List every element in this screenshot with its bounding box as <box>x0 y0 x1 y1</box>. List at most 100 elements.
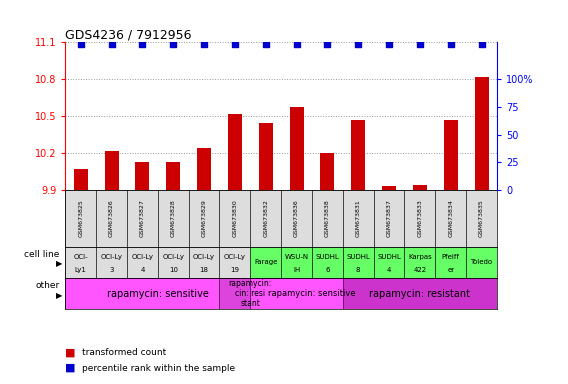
Text: GSM673831: GSM673831 <box>356 199 361 237</box>
Text: OCI-Ly: OCI-Ly <box>162 254 184 260</box>
Text: ▶: ▶ <box>56 291 62 300</box>
Text: OCI-Ly: OCI-Ly <box>224 254 246 260</box>
Bar <box>466 190 497 247</box>
Point <box>477 41 486 47</box>
Bar <box>444 120 458 190</box>
Bar <box>189 190 219 247</box>
Text: GSM673838: GSM673838 <box>325 199 330 237</box>
Text: 6: 6 <box>325 267 329 273</box>
Point <box>76 41 85 47</box>
Text: Karpas: Karpas <box>408 254 432 260</box>
Text: OCI-Ly: OCI-Ly <box>193 254 215 260</box>
Text: OCI-Ly: OCI-Ly <box>101 254 123 260</box>
Point <box>199 41 208 47</box>
Text: Farage: Farage <box>254 259 277 265</box>
Point <box>385 41 394 47</box>
Bar <box>466 247 497 278</box>
Bar <box>65 190 96 247</box>
Bar <box>281 247 312 278</box>
Bar <box>413 185 427 190</box>
Text: 4: 4 <box>140 267 145 273</box>
Text: GSM673828: GSM673828 <box>171 199 176 237</box>
Text: GSM673826: GSM673826 <box>109 199 114 237</box>
Text: 18: 18 <box>199 267 208 273</box>
Text: rapamycin:
cin: resi
stant: rapamycin: cin: resi stant <box>229 279 272 308</box>
Text: GSM673837: GSM673837 <box>387 199 391 237</box>
Bar <box>435 190 466 247</box>
Text: transformed count: transformed count <box>82 348 166 357</box>
Bar <box>127 190 158 247</box>
Bar <box>404 247 435 278</box>
Text: Toledo: Toledo <box>470 259 492 265</box>
Bar <box>312 247 343 278</box>
Text: 4: 4 <box>387 267 391 273</box>
Text: ■: ■ <box>65 347 76 357</box>
Text: GSM673833: GSM673833 <box>417 199 423 237</box>
Bar <box>197 148 211 190</box>
Point <box>138 41 147 47</box>
Bar <box>343 247 374 278</box>
Text: Pfeiff: Pfeiff <box>442 254 460 260</box>
Text: ▶: ▶ <box>56 259 62 268</box>
Text: SUDHL: SUDHL <box>377 254 401 260</box>
Bar <box>219 247 250 278</box>
Text: ■: ■ <box>65 362 76 372</box>
Bar <box>281 190 312 247</box>
Bar <box>475 77 488 190</box>
Bar <box>259 123 273 190</box>
Text: GSM673827: GSM673827 <box>140 199 145 237</box>
Bar <box>105 151 119 190</box>
Bar <box>65 278 250 309</box>
Bar <box>290 108 303 190</box>
Point <box>415 41 424 47</box>
Point <box>446 41 456 47</box>
Text: rapamycin: resistant: rapamycin: resistant <box>369 288 470 298</box>
Point <box>354 41 363 47</box>
Point <box>107 41 116 47</box>
Bar <box>219 278 281 309</box>
Bar <box>374 247 404 278</box>
Text: OCI-Ly: OCI-Ly <box>131 254 153 260</box>
Text: GSM673825: GSM673825 <box>78 199 83 237</box>
Text: 3: 3 <box>109 267 114 273</box>
Bar <box>96 247 127 278</box>
Point <box>292 41 301 47</box>
Text: GSM673834: GSM673834 <box>448 199 453 237</box>
Point <box>169 41 178 47</box>
Bar <box>158 190 189 247</box>
Bar <box>250 190 281 247</box>
Bar <box>135 162 149 190</box>
Text: IH: IH <box>293 267 300 273</box>
Point <box>261 41 270 47</box>
Bar <box>435 247 466 278</box>
Bar <box>320 153 335 190</box>
Text: GSM673830: GSM673830 <box>232 199 237 237</box>
Bar <box>74 169 87 190</box>
Bar <box>228 114 242 190</box>
Bar <box>312 190 343 247</box>
Text: Ly1: Ly1 <box>75 267 87 273</box>
Bar <box>219 190 250 247</box>
Bar <box>65 247 96 278</box>
Bar <box>351 120 365 190</box>
Bar <box>250 247 281 278</box>
Text: SUDHL: SUDHL <box>346 254 370 260</box>
Text: SUDHL: SUDHL <box>315 254 339 260</box>
Bar <box>343 190 374 247</box>
Text: 19: 19 <box>231 267 239 273</box>
Text: 422: 422 <box>414 267 427 273</box>
Text: 10: 10 <box>169 267 178 273</box>
Point <box>323 41 332 47</box>
Bar <box>343 278 497 309</box>
Text: GSM673835: GSM673835 <box>479 199 484 237</box>
Text: rapamycin: sensitive: rapamycin: sensitive <box>268 289 356 298</box>
Text: GSM673829: GSM673829 <box>202 199 207 237</box>
Bar <box>189 247 219 278</box>
Bar <box>127 247 158 278</box>
Text: er: er <box>447 267 454 273</box>
Bar <box>96 190 127 247</box>
Text: GSM673832: GSM673832 <box>263 199 268 237</box>
Text: percentile rank within the sample: percentile rank within the sample <box>82 364 236 372</box>
Text: other: other <box>35 281 60 290</box>
Text: WSU-N: WSU-N <box>285 254 308 260</box>
